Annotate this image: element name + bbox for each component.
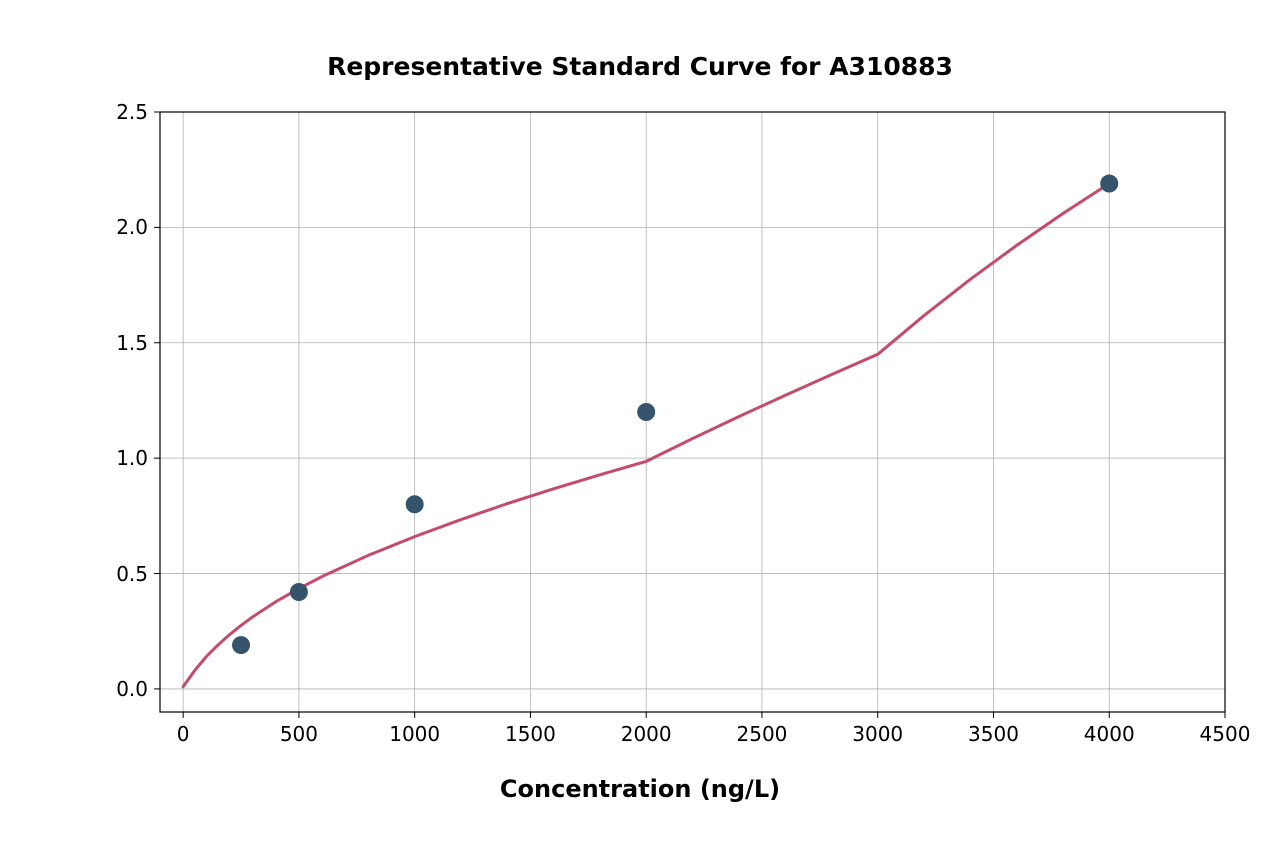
y-tick-label: 1.0 bbox=[116, 446, 148, 470]
y-tick-label: 1.5 bbox=[116, 331, 148, 355]
x-tick-label: 1000 bbox=[389, 722, 440, 746]
x-axis-label: Concentration (ng/L) bbox=[0, 775, 1280, 803]
x-tick-label: 2500 bbox=[737, 722, 788, 746]
x-tick-label: 1500 bbox=[505, 722, 556, 746]
x-tick-label: 3500 bbox=[968, 722, 1019, 746]
y-tick-label: 2.0 bbox=[116, 215, 148, 239]
x-tick-label: 4500 bbox=[1200, 722, 1251, 746]
x-tick-label: 500 bbox=[280, 722, 318, 746]
data-point bbox=[637, 403, 655, 421]
x-tick-label: 3000 bbox=[852, 722, 903, 746]
data-point bbox=[290, 583, 308, 601]
x-tick-label: 4000 bbox=[1084, 722, 1135, 746]
data-point bbox=[406, 495, 424, 513]
y-tick-label: 0.0 bbox=[116, 677, 148, 701]
chart-container: Representative Standard Curve for A31088… bbox=[0, 0, 1280, 845]
plot-area bbox=[160, 112, 1225, 712]
x-tick-label: 2000 bbox=[621, 722, 672, 746]
y-tick-label: 2.5 bbox=[116, 100, 148, 124]
x-tick-label: 0 bbox=[177, 722, 190, 746]
data-point bbox=[232, 636, 250, 654]
chart-title: Representative Standard Curve for A31088… bbox=[0, 52, 1280, 81]
data-point bbox=[1100, 175, 1118, 193]
y-tick-label: 0.5 bbox=[116, 562, 148, 586]
